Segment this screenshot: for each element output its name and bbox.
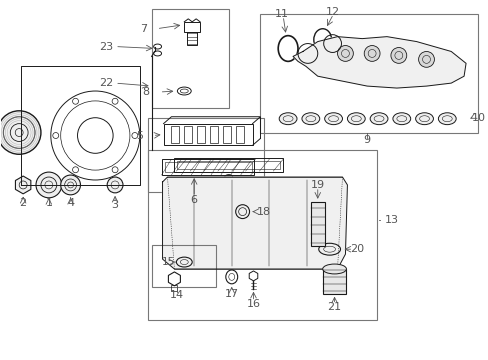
Circle shape	[337, 46, 353, 61]
Circle shape	[72, 167, 79, 173]
Circle shape	[107, 177, 123, 193]
Circle shape	[61, 175, 81, 195]
Bar	[161, 159, 254, 175]
Bar	[174, 158, 283, 172]
Text: 12: 12	[325, 7, 339, 17]
Bar	[151, 9, 228, 108]
Bar	[310, 202, 324, 246]
Circle shape	[390, 48, 406, 63]
Bar	[197, 126, 204, 143]
Text: 1: 1	[45, 198, 52, 208]
Polygon shape	[292, 37, 465, 88]
Ellipse shape	[392, 113, 410, 125]
Bar	[151, 245, 216, 287]
Text: 23: 23	[99, 41, 113, 51]
Ellipse shape	[322, 264, 346, 274]
Text: 15: 15	[161, 257, 174, 267]
Circle shape	[418, 51, 433, 67]
Bar	[235, 126, 243, 143]
Bar	[177, 161, 280, 169]
Bar	[322, 269, 346, 294]
Text: 6: 6	[190, 195, 197, 205]
Text: 11: 11	[275, 9, 288, 19]
Polygon shape	[162, 177, 346, 269]
Bar	[184, 22, 200, 32]
Bar	[171, 285, 177, 291]
Ellipse shape	[437, 113, 455, 125]
Circle shape	[112, 98, 118, 104]
Text: 2: 2	[20, 198, 27, 208]
Bar	[260, 14, 477, 132]
Ellipse shape	[324, 113, 342, 125]
Text: 10: 10	[471, 113, 485, 123]
Ellipse shape	[415, 113, 432, 125]
Text: 5: 5	[136, 131, 142, 140]
Bar	[147, 118, 264, 192]
Text: 4: 4	[67, 198, 74, 208]
Text: 19: 19	[310, 180, 324, 190]
Circle shape	[72, 98, 79, 104]
Circle shape	[112, 167, 118, 173]
Circle shape	[53, 132, 59, 139]
Bar	[184, 126, 192, 143]
Bar	[171, 126, 179, 143]
Bar	[223, 126, 230, 143]
Circle shape	[132, 132, 138, 139]
Bar	[147, 150, 376, 320]
Text: 14: 14	[170, 290, 184, 300]
Text: 9: 9	[363, 135, 370, 145]
Ellipse shape	[301, 113, 319, 125]
Bar	[163, 123, 252, 145]
Text: 21: 21	[327, 302, 341, 311]
Bar	[187, 32, 197, 45]
Ellipse shape	[369, 113, 387, 125]
Text: 20: 20	[349, 244, 364, 254]
Text: 8: 8	[142, 87, 149, 97]
Bar	[209, 126, 218, 143]
Text: 7: 7	[139, 24, 146, 34]
Text: 22: 22	[99, 78, 113, 88]
Text: 3: 3	[111, 200, 119, 210]
Ellipse shape	[279, 113, 296, 125]
Text: 18: 18	[256, 207, 270, 217]
Circle shape	[364, 46, 379, 61]
Circle shape	[36, 172, 61, 198]
Circle shape	[0, 111, 41, 154]
Bar	[164, 162, 251, 172]
Text: 17: 17	[224, 289, 238, 299]
Ellipse shape	[346, 113, 365, 125]
Text: 16: 16	[246, 298, 260, 309]
Text: 13: 13	[384, 215, 398, 225]
